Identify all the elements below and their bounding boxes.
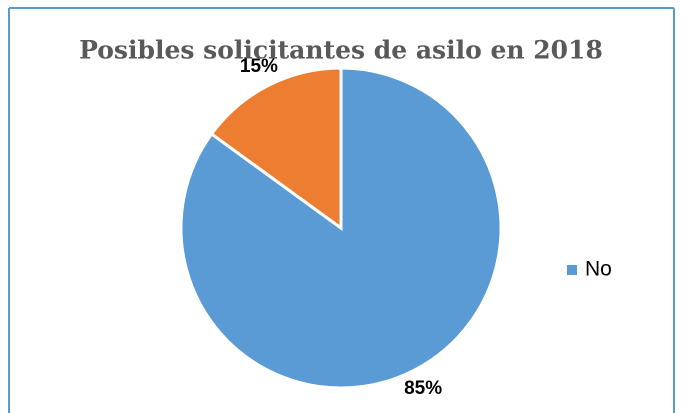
chart-title: Posibles solicitantes de asilo en 2018 xyxy=(79,36,603,65)
legend-label: No xyxy=(585,258,612,281)
data-label: 15% xyxy=(240,56,278,77)
pie-slice xyxy=(209,66,343,231)
legend-swatch xyxy=(567,265,577,275)
data-label: 85% xyxy=(404,378,442,399)
